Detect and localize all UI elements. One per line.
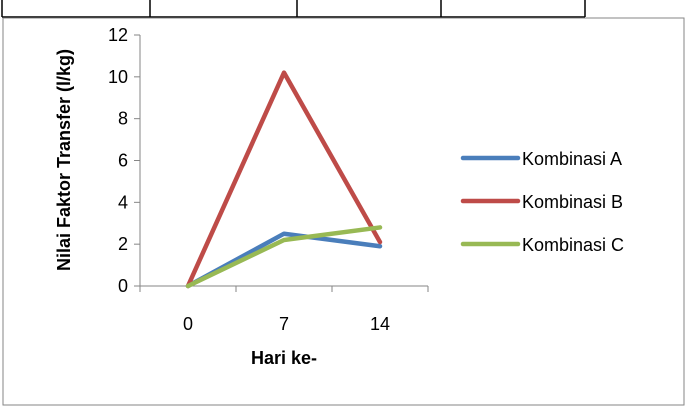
- legend-label: Kombinasi A: [522, 149, 622, 169]
- y-tick-label: 6: [118, 151, 128, 171]
- legend-label: Kombinasi C: [522, 235, 624, 255]
- y-tick-label: 12: [108, 25, 128, 45]
- chart-border: [2, 17, 685, 406]
- x-tick-label: 7: [279, 314, 289, 334]
- y-axis-title: Nilai Faktor Transfer (l/kg): [54, 49, 74, 271]
- series-lines: [185, 70, 383, 289]
- x-ticks: 0 7 14: [139, 286, 429, 334]
- series-line-3: [185, 225, 383, 289]
- y-tick-label: 8: [118, 109, 128, 129]
- series-line-2: [185, 70, 383, 289]
- y-ticks: 0 2 4 6 8 10 12: [108, 25, 140, 296]
- y-tick-label: 10: [108, 67, 128, 87]
- table-remnant: [1, 0, 586, 18]
- x-tick-label: 14: [370, 314, 390, 334]
- legend: Kombinasi A Kombinasi B Kombinasi C: [460, 149, 624, 255]
- y-tick-label: 2: [118, 234, 128, 254]
- y-tick-label: 4: [118, 192, 128, 212]
- legend-label: Kombinasi B: [522, 192, 623, 212]
- x-tick-label: 0: [183, 314, 193, 334]
- x-axis-title: Hari ke-: [251, 348, 317, 368]
- y-tick-label: 0: [118, 276, 128, 296]
